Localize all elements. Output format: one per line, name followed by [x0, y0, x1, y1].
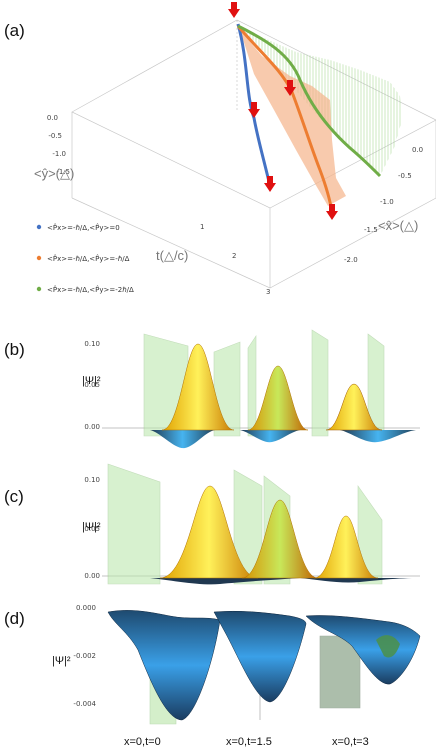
panel-a-x-ticks: 0.0 -0.5 -1.0 -1.5 -2.0 — [344, 146, 423, 264]
section-plane — [107, 463, 161, 585]
arrow-marker — [228, 2, 240, 18]
red-arrows — [228, 2, 338, 220]
svg-text:0.10: 0.10 — [84, 340, 100, 348]
svg-text:-1.5: -1.5 — [364, 226, 378, 234]
legend-marker-blue — [36, 224, 42, 230]
wavepacket-lobe — [240, 430, 300, 443]
panel-a: (a) 0.0 -0.5 -1.0 — [4, 2, 436, 296]
arrow-marker — [284, 80, 296, 96]
panel-d: (d) 0.000 -0.002 -0.004 |Ψ|² x=0,t=0 x=0… — [4, 604, 421, 748]
panel-c-label: (c) — [4, 487, 24, 506]
legend-marker-green — [36, 286, 42, 292]
legend-entry: <P̂x>=-ℏ/Δ,<P̂y>=-ℏ/Δ — [47, 255, 130, 263]
svg-text:-0.5: -0.5 — [398, 172, 412, 180]
panel-c-y-label: |Ψ|² — [82, 521, 101, 533]
wavepacket-peak — [161, 343, 235, 431]
panel-a-y-ticks: 0.0 -0.5 -1.0 -1.5 — [47, 114, 70, 176]
panel-d-label: (d) — [4, 609, 25, 628]
panel-a-legend: <P̂x>=-ℏ/Δ,<P̂y>=0 <P̂x>=-ℏ/Δ,<P̂y>=-ℏ/Δ… — [36, 224, 134, 294]
wavepacket-lobe — [340, 430, 416, 443]
svg-text:0.0: 0.0 — [412, 146, 423, 154]
svg-text:3: 3 — [266, 288, 270, 296]
panel-d-y-label: |Ψ|² — [52, 655, 71, 667]
svg-text:2: 2 — [232, 252, 236, 260]
orange-sheet — [240, 30, 346, 206]
panel-b-y-label: |Ψ|² — [82, 375, 101, 387]
panel-a-box — [71, 19, 436, 289]
svg-text:0.05: 0.05 — [84, 525, 100, 533]
wavepacket-lobe — [150, 430, 215, 449]
wavepacket-dip-green — [376, 635, 400, 658]
legend-entry: <P̂x>=-ℏ/Δ,<P̂y>=-2ℏ/Δ — [47, 286, 134, 294]
panel-b-label: (b) — [4, 340, 25, 359]
legend-entry: <P̂x>=-ℏ/Δ,<P̂y>=0 — [47, 224, 120, 232]
panel-a-x-axis-label: <x̂>(△) — [378, 218, 418, 233]
wavepacket-peak — [325, 383, 383, 431]
trajectory-orange — [236, 25, 334, 213]
arrow-marker — [264, 176, 276, 192]
legend-marker-orange — [36, 255, 42, 261]
svg-text:0.10: 0.10 — [84, 476, 100, 484]
wavepacket-peak — [241, 499, 319, 579]
panel-b: (b) 0.10 0.05 0.00 |Ψ|² — [4, 329, 420, 449]
wavepacket-dip — [107, 610, 221, 721]
panel-a-t-ticks: 1 2 3 — [200, 223, 270, 296]
svg-text:0.000: 0.000 — [76, 604, 96, 612]
svg-text:-1.5: -1.5 — [56, 168, 70, 176]
svg-text:-1.0: -1.0 — [380, 198, 394, 206]
svg-text:-0.004: -0.004 — [73, 700, 96, 708]
arrow-marker — [326, 204, 338, 220]
panel-c: (c) 0.10 0.05 0.00 |Ψ|² — [4, 463, 420, 585]
wavepacket-lobe — [300, 578, 416, 583]
wavepacket-peak — [313, 515, 379, 579]
caption-t1-5: x=0,t=1.5 — [226, 736, 272, 748]
wavepacket-peak — [159, 485, 259, 579]
svg-text:-0.5: -0.5 — [48, 132, 62, 140]
wavepacket-lobe — [150, 578, 300, 585]
wavepacket-peak — [247, 365, 309, 431]
svg-text:-2.0: -2.0 — [344, 256, 358, 264]
panel-a-y-axis-label: <ŷ>(△) — [34, 166, 74, 181]
svg-text:0.00: 0.00 — [84, 572, 100, 580]
svg-text:0.00: 0.00 — [84, 423, 100, 431]
svg-text:-1.0: -1.0 — [52, 150, 66, 158]
panel-a-label: (a) — [4, 21, 25, 40]
arrow-marker — [248, 102, 260, 118]
svg-text:1: 1 — [200, 223, 204, 231]
wavepacket-dip — [213, 610, 307, 703]
section-plane — [311, 329, 329, 437]
svg-text:0.05: 0.05 — [84, 381, 100, 389]
trajectory-green — [237, 24, 382, 178]
svg-text:0.0: 0.0 — [47, 114, 58, 122]
panel-a-t-axis-label: t(△/c) — [156, 248, 188, 263]
svg-text:-0.002: -0.002 — [73, 652, 96, 660]
wavepacket-dip — [305, 615, 421, 685]
caption-t0: x=0,t=0 — [124, 736, 161, 748]
caption-t3: x=0,t=3 — [332, 736, 369, 748]
section-plane — [247, 335, 257, 437]
